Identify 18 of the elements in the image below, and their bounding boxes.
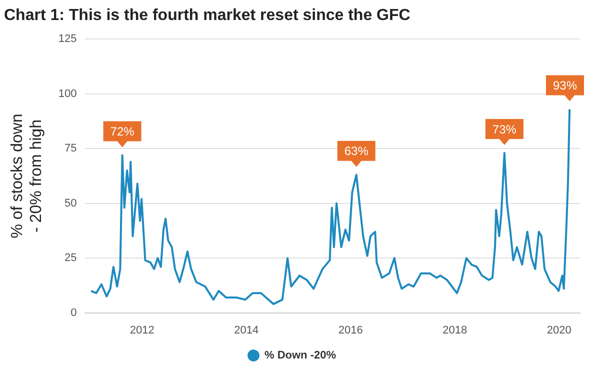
- y-tick-label: 75: [64, 142, 77, 155]
- annotation: 93%: [552, 78, 578, 93]
- y-tick-label: 50: [64, 197, 77, 210]
- x-tick-label: 2018: [442, 324, 468, 336]
- y-tick-label: 125: [58, 33, 77, 46]
- x-tick-label: 2020: [546, 324, 572, 336]
- y-tick-label: 25: [64, 252, 77, 264]
- annotation: 73%: [492, 122, 517, 136]
- y-tick-label: 0: [70, 306, 77, 319]
- annotation: 72%: [110, 124, 135, 139]
- x-tick-label: 2014: [234, 324, 259, 336]
- annotation: 63%: [344, 144, 369, 158]
- y-tick-label: 100: [58, 88, 77, 100]
- y-axis-title: % of stocks down - 20% from high: [9, 114, 46, 238]
- chart-title: Chart 1: This is the fourth market reset since the GFC: [4, 7, 411, 24]
- x-tick-label: 2016: [338, 324, 363, 336]
- legend-label: % Down -20%: [264, 350, 336, 362]
- x-tick-label: 2012: [130, 324, 154, 336]
